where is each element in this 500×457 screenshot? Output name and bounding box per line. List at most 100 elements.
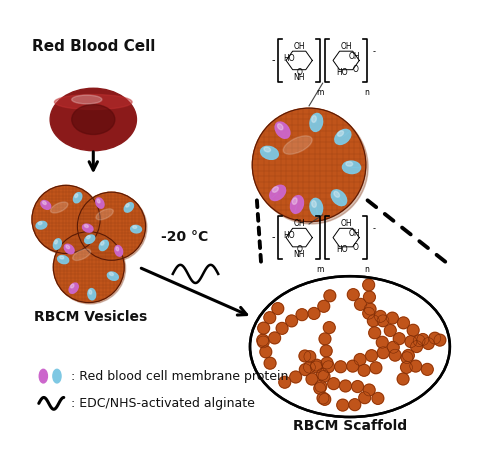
Text: RBCM Vesicles: RBCM Vesicles (34, 310, 148, 324)
Circle shape (304, 361, 316, 373)
Ellipse shape (342, 161, 360, 174)
Ellipse shape (130, 225, 141, 233)
Circle shape (319, 333, 331, 345)
Ellipse shape (53, 369, 61, 383)
Text: m: m (316, 265, 324, 274)
Circle shape (405, 336, 417, 347)
Circle shape (372, 393, 384, 404)
Ellipse shape (270, 185, 285, 201)
Circle shape (410, 340, 422, 352)
Text: OH: OH (294, 42, 305, 51)
Circle shape (349, 399, 360, 410)
Circle shape (388, 341, 399, 353)
Ellipse shape (310, 113, 322, 132)
Ellipse shape (89, 290, 92, 294)
Ellipse shape (115, 245, 122, 256)
Circle shape (364, 384, 375, 396)
Circle shape (358, 364, 370, 376)
Circle shape (348, 289, 359, 301)
Circle shape (368, 315, 379, 327)
Ellipse shape (96, 209, 114, 220)
Circle shape (316, 368, 328, 380)
Ellipse shape (338, 131, 344, 136)
Circle shape (34, 187, 102, 255)
Circle shape (54, 233, 126, 304)
Ellipse shape (41, 201, 50, 209)
Text: HO: HO (336, 245, 348, 254)
Ellipse shape (260, 146, 278, 159)
Ellipse shape (60, 256, 64, 259)
Ellipse shape (264, 147, 270, 152)
Text: : EDC/NHS-activated alginate: : EDC/NHS-activated alginate (70, 397, 254, 410)
Circle shape (413, 335, 425, 347)
Circle shape (410, 360, 422, 372)
Text: O: O (296, 68, 302, 77)
Ellipse shape (275, 122, 290, 138)
Text: RBCM Scaffold: RBCM Scaffold (293, 419, 407, 433)
Circle shape (300, 364, 311, 376)
Circle shape (257, 334, 268, 346)
Circle shape (252, 108, 366, 222)
Ellipse shape (96, 198, 104, 208)
Circle shape (363, 308, 374, 319)
Circle shape (364, 303, 376, 315)
Circle shape (363, 279, 374, 291)
Ellipse shape (272, 186, 278, 192)
Circle shape (328, 378, 340, 389)
Circle shape (354, 298, 366, 310)
Ellipse shape (346, 162, 352, 166)
Circle shape (434, 334, 446, 346)
Circle shape (54, 232, 124, 303)
Circle shape (269, 332, 280, 344)
Ellipse shape (36, 221, 47, 229)
Ellipse shape (86, 236, 90, 239)
Ellipse shape (64, 244, 74, 254)
Text: NH: NH (294, 250, 305, 259)
Ellipse shape (58, 255, 68, 264)
Circle shape (429, 332, 441, 344)
Circle shape (359, 392, 370, 404)
Circle shape (337, 399, 348, 411)
Circle shape (306, 373, 318, 385)
Ellipse shape (72, 95, 102, 104)
Circle shape (296, 309, 308, 320)
Ellipse shape (116, 247, 119, 251)
Circle shape (279, 376, 290, 388)
Ellipse shape (54, 240, 58, 244)
Text: HO: HO (283, 231, 294, 240)
Circle shape (317, 392, 329, 404)
Ellipse shape (332, 190, 346, 206)
Circle shape (258, 336, 269, 348)
Circle shape (347, 360, 358, 372)
Circle shape (304, 351, 316, 362)
Text: HO: HO (283, 54, 294, 63)
Circle shape (264, 312, 276, 324)
Text: m: m (316, 88, 324, 97)
Circle shape (324, 290, 336, 302)
Circle shape (376, 336, 388, 348)
Text: -20 °C: -20 °C (160, 230, 208, 244)
Text: n: n (364, 265, 370, 274)
Ellipse shape (42, 201, 46, 205)
Circle shape (318, 370, 330, 382)
Ellipse shape (290, 196, 304, 213)
Ellipse shape (54, 239, 62, 250)
Circle shape (394, 333, 405, 345)
Circle shape (78, 192, 146, 260)
Ellipse shape (310, 198, 322, 217)
Circle shape (401, 352, 413, 364)
Ellipse shape (110, 272, 114, 276)
Circle shape (314, 383, 326, 394)
Text: Red Blood Cell: Red Blood Cell (32, 39, 156, 54)
Circle shape (264, 357, 276, 369)
Circle shape (286, 315, 298, 327)
Text: -: - (271, 55, 274, 65)
Ellipse shape (97, 199, 100, 203)
Ellipse shape (84, 224, 88, 228)
Circle shape (310, 361, 322, 373)
Text: NH: NH (294, 73, 305, 82)
Text: OH: OH (348, 229, 360, 238)
Circle shape (422, 363, 433, 375)
Ellipse shape (72, 249, 90, 260)
Circle shape (322, 361, 334, 372)
